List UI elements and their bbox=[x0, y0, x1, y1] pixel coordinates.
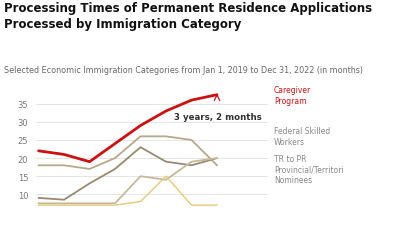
Text: Provincial/Territori
Nominees: Provincial/Territori Nominees bbox=[274, 165, 344, 185]
Text: 3 years, 2 months: 3 years, 2 months bbox=[174, 112, 262, 121]
Text: Federal Skilled
Workers: Federal Skilled Workers bbox=[274, 127, 330, 147]
Text: Processing Times of Permanent Residence Applications
Processed by Immigration Ca: Processing Times of Permanent Residence … bbox=[4, 2, 372, 31]
Text: TR to PR: TR to PR bbox=[274, 154, 306, 163]
Text: Caregiver
Program: Caregiver Program bbox=[274, 85, 311, 105]
Text: Selected Economic Immigration Categories from Jan 1, 2019 to Dec 31, 2022 (in mo: Selected Economic Immigration Categories… bbox=[4, 66, 363, 75]
